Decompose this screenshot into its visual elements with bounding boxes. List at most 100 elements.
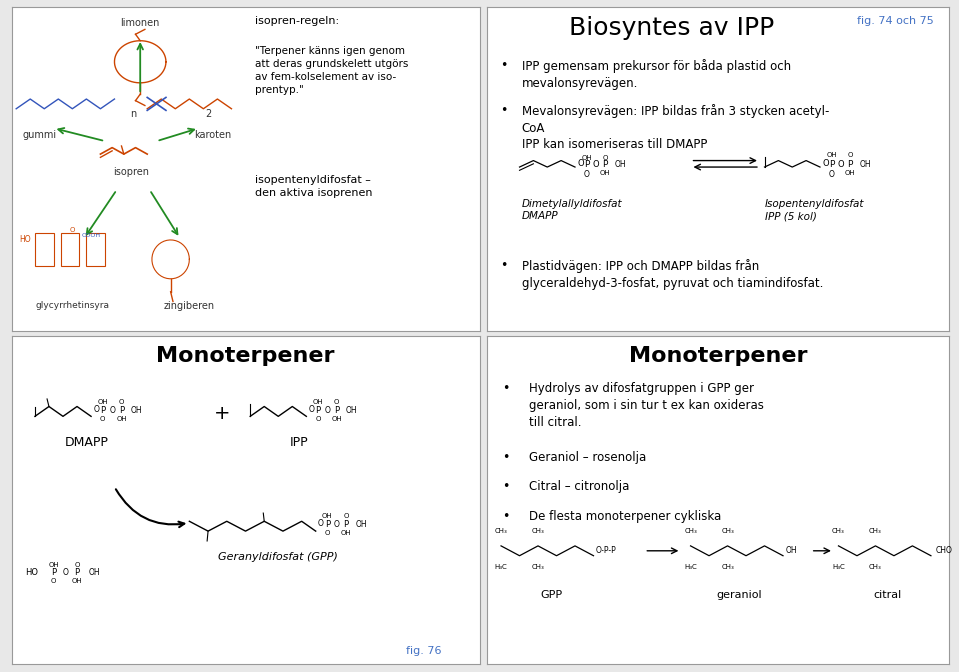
Text: 2: 2 <box>205 109 211 119</box>
Text: O: O <box>602 155 608 161</box>
Text: OH: OH <box>581 155 592 161</box>
Text: P: P <box>848 160 853 169</box>
Text: CH₃: CH₃ <box>721 528 734 534</box>
Text: OH: OH <box>72 578 82 584</box>
Text: •: • <box>500 259 507 272</box>
Text: •: • <box>500 58 507 71</box>
Text: fig. 74 och 75: fig. 74 och 75 <box>857 16 934 26</box>
Text: COOH: COOH <box>82 233 101 238</box>
Text: OH: OH <box>89 569 101 577</box>
Text: O: O <box>309 405 315 414</box>
Text: Mevalonsyrevägen: IPP bildas från 3 stycken acetyl-
CoA: Mevalonsyrevägen: IPP bildas från 3 styc… <box>522 104 830 135</box>
Text: CH₃: CH₃ <box>684 528 697 534</box>
Text: P: P <box>584 160 589 169</box>
Text: •: • <box>502 382 509 395</box>
Text: OH: OH <box>130 406 143 415</box>
Text: OH: OH <box>98 399 108 405</box>
Text: O: O <box>325 530 330 536</box>
Text: Monoterpener: Monoterpener <box>156 346 335 366</box>
Text: OH: OH <box>845 170 855 176</box>
Text: citral: citral <box>873 590 901 600</box>
Text: O: O <box>584 170 590 179</box>
Text: P: P <box>829 160 834 169</box>
Text: Isopentenyldifosfat
IPP (5 kol): Isopentenyldifosfat IPP (5 kol) <box>764 200 864 221</box>
Text: "Terpener känns igen genom
att deras grundskelett utgörs
av fem-kolselement av i: "Terpener känns igen genom att deras gru… <box>255 46 409 95</box>
Text: CHO: CHO <box>936 546 952 555</box>
Text: OH: OH <box>116 417 127 422</box>
Text: limonen: limonen <box>121 18 160 28</box>
Text: De flesta monoterpener cykliska: De flesta monoterpener cykliska <box>528 510 721 523</box>
Text: OH: OH <box>615 160 626 169</box>
Text: DMAPP: DMAPP <box>64 436 108 449</box>
Text: CH₃: CH₃ <box>869 528 882 534</box>
Text: H₃C: H₃C <box>832 564 845 570</box>
Text: O: O <box>75 562 80 568</box>
Text: OH: OH <box>332 417 342 422</box>
Text: O: O <box>848 153 853 159</box>
Text: •: • <box>502 451 509 464</box>
Text: O: O <box>51 578 57 584</box>
Text: zingiberen: zingiberen <box>164 302 215 312</box>
Text: OH: OH <box>827 153 837 159</box>
Text: CH₃: CH₃ <box>721 564 734 570</box>
Text: O: O <box>62 569 68 577</box>
Text: OH: OH <box>785 546 797 555</box>
Text: HO: HO <box>20 235 32 245</box>
Text: IPP gemensam prekursor för båda plastid och
mevalonsyrevägen.: IPP gemensam prekursor för båda plastid … <box>522 58 791 89</box>
Text: karoten: karoten <box>194 130 231 140</box>
Text: •: • <box>502 480 509 493</box>
Text: O: O <box>343 513 349 519</box>
Text: O: O <box>829 170 834 179</box>
Text: P: P <box>119 406 124 415</box>
Text: Geraniol – rosenolja: Geraniol – rosenolja <box>528 451 646 464</box>
Text: O: O <box>119 399 124 405</box>
Text: CH₃: CH₃ <box>531 528 545 534</box>
Text: P: P <box>325 520 330 529</box>
Text: P: P <box>316 406 320 415</box>
Text: H₃C: H₃C <box>684 564 697 570</box>
Text: P: P <box>51 569 57 577</box>
Text: Plastidvägen: IPP och DMAPP bildas från
glyceraldehyd-3-fosfat, pyruvat och tiam: Plastidvägen: IPP och DMAPP bildas från … <box>522 259 823 290</box>
Text: O: O <box>837 160 844 169</box>
Text: gummi: gummi <box>22 130 57 140</box>
Text: HO: HO <box>26 568 38 577</box>
Text: glycyrrhetinsyra: glycyrrhetinsyra <box>35 302 109 310</box>
Text: O: O <box>316 417 320 422</box>
Text: OH: OH <box>48 562 58 568</box>
Text: IPP kan isomeriseras till DMAPP: IPP kan isomeriseras till DMAPP <box>522 138 707 151</box>
Text: isopren: isopren <box>113 167 149 177</box>
Text: OH: OH <box>346 406 358 415</box>
Text: CH₃: CH₃ <box>869 564 882 570</box>
Text: Biosyntes av IPP: Biosyntes av IPP <box>570 16 775 40</box>
Text: O: O <box>324 406 330 415</box>
Text: Dimetylallyldifosfat
DMAPP: Dimetylallyldifosfat DMAPP <box>522 200 622 221</box>
Text: isopentenyldifosfat –
den aktiva isoprenen: isopentenyldifosfat – den aktiva isopren… <box>255 175 372 198</box>
Text: Citral – citronolja: Citral – citronolja <box>528 480 629 493</box>
Text: isopren-regeln:: isopren-regeln: <box>255 16 339 26</box>
Text: H₃C: H₃C <box>495 564 507 570</box>
Text: P: P <box>334 406 339 415</box>
Text: O: O <box>318 519 324 528</box>
Text: •: • <box>502 510 509 523</box>
Text: GPP: GPP <box>541 590 563 600</box>
Text: CH₃: CH₃ <box>531 564 545 570</box>
Text: O: O <box>100 417 105 422</box>
Text: O: O <box>593 160 599 169</box>
Text: O: O <box>334 520 339 529</box>
Text: Hydrolys av difosfatgruppen i GPP ger
geraniol, som i sin tur t ex kan oxideras
: Hydrolys av difosfatgruppen i GPP ger ge… <box>528 382 763 429</box>
Text: P: P <box>100 406 105 415</box>
Text: CH₃: CH₃ <box>832 528 845 534</box>
Text: OH: OH <box>313 399 323 405</box>
Text: OH: OH <box>322 513 333 519</box>
Text: •: • <box>500 104 507 117</box>
Text: geraniol: geraniol <box>716 590 761 600</box>
Text: P: P <box>343 520 349 529</box>
Text: O-P-P: O-P-P <box>596 546 617 555</box>
Text: CH₃: CH₃ <box>495 528 507 534</box>
Text: IPP: IPP <box>290 436 309 449</box>
Text: P: P <box>75 569 80 577</box>
Text: OH: OH <box>356 520 367 529</box>
Text: OH: OH <box>599 170 610 176</box>
Text: O: O <box>577 159 584 168</box>
Text: O: O <box>93 405 100 414</box>
